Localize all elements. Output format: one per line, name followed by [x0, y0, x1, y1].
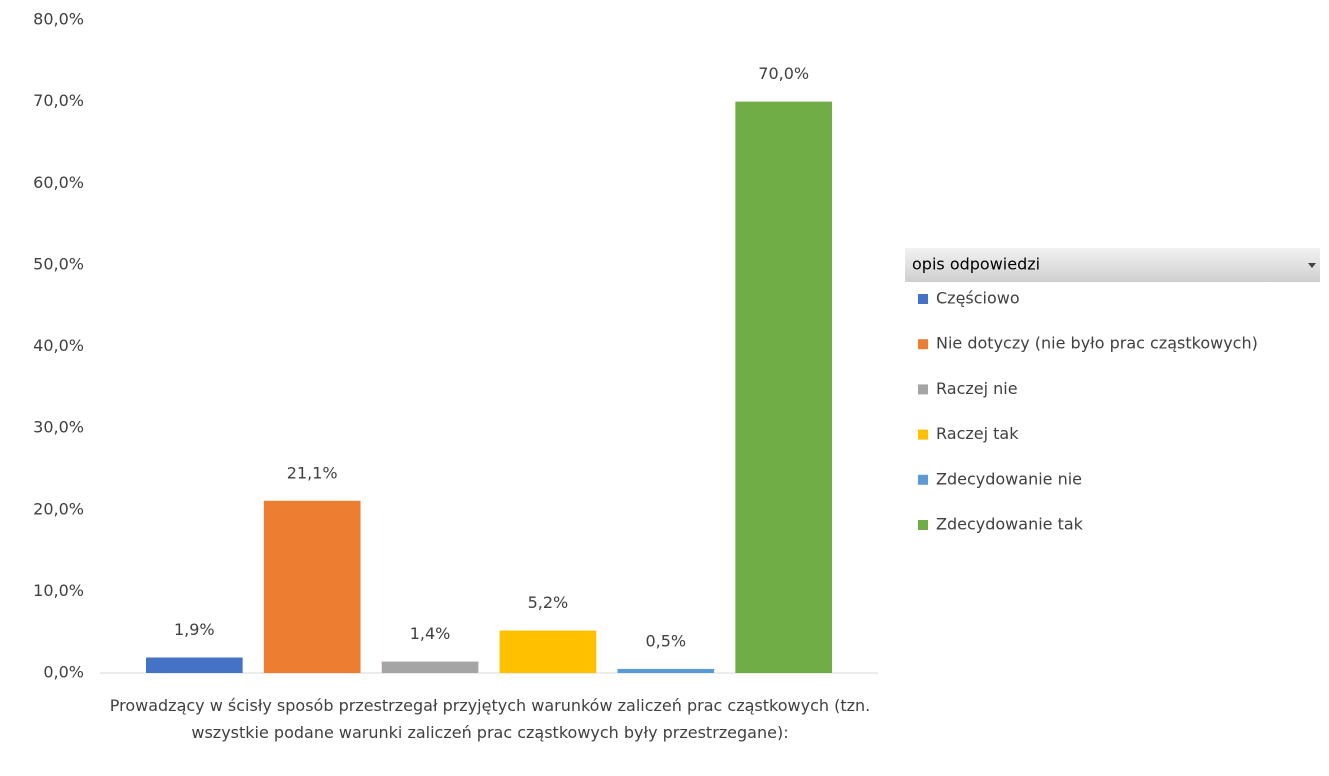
legend-label: Zdecydowanie tak	[936, 515, 1084, 534]
legend-swatch	[918, 339, 928, 350]
y-tick-label: 10,0%	[33, 581, 84, 600]
legend-swatch	[918, 294, 928, 304]
bar	[381, 661, 479, 673]
legend-header[interactable]	[905, 248, 1320, 282]
legend-label: Nie dotyczy (nie było prac cząstkowych)	[936, 334, 1258, 353]
legend-swatch	[918, 429, 928, 440]
legend-label: Raczej nie	[936, 379, 1018, 398]
legend-swatch	[918, 520, 928, 530]
bar	[263, 500, 361, 673]
legend-label: Częściowo	[936, 289, 1020, 308]
data-label: 5,2%	[528, 593, 569, 612]
y-tick-label: 60,0%	[33, 173, 84, 192]
data-label: 21,1%	[287, 463, 338, 482]
legend-swatch	[918, 384, 928, 395]
y-tick-label: 30,0%	[33, 418, 84, 437]
data-label: 70,0%	[758, 64, 809, 83]
y-tick-label: 0,0%	[43, 663, 84, 682]
bar	[499, 630, 597, 673]
x-category-label: Prowadzący w ścisły sposób przestrzegał …	[109, 696, 871, 742]
y-tick-label: 70,0%	[33, 91, 84, 110]
y-tick-label: 50,0%	[33, 254, 84, 273]
bar	[145, 657, 243, 673]
data-label: 0,5%	[645, 631, 686, 650]
y-tick-label: 20,0%	[33, 499, 84, 518]
legend-swatch	[918, 474, 928, 485]
legend-title: opis odpowiedzi	[912, 255, 1040, 274]
data-label: 1,9%	[174, 620, 215, 639]
data-label: 1,4%	[410, 624, 451, 643]
legend-label: Zdecydowanie nie	[936, 469, 1082, 488]
dropdown-arrow[interactable]	[1308, 263, 1316, 268]
y-tick-label: 40,0%	[33, 336, 84, 355]
y-tick-label: 80,0%	[33, 10, 84, 29]
bar	[617, 668, 715, 673]
bar	[735, 101, 833, 673]
legend-label: Raczej tak	[936, 424, 1019, 443]
